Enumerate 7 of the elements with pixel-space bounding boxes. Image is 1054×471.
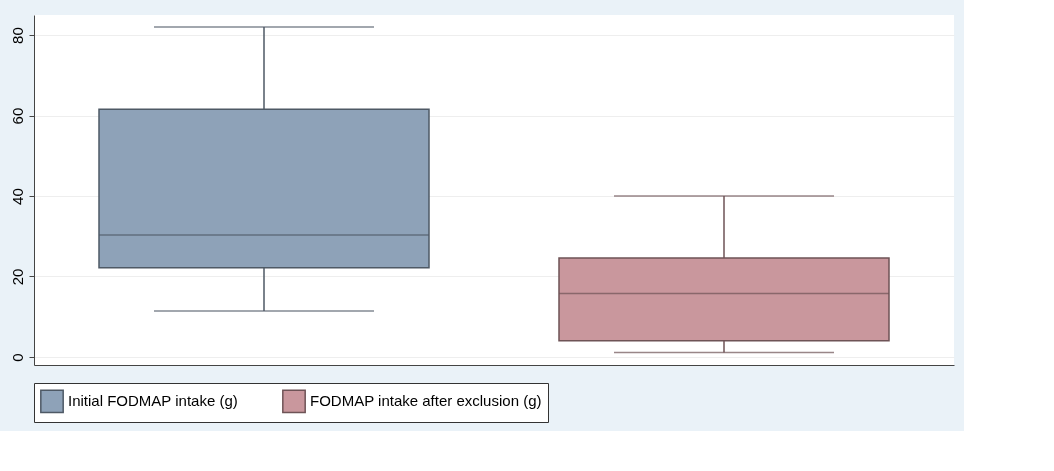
y-tick-label: 40 — [8, 188, 26, 205]
y-tick-label: 0 — [8, 353, 26, 362]
legend-label: Initial FODMAP intake (g) — [68, 392, 238, 410]
y-tick-label: 60 — [8, 107, 26, 125]
y-tick-label: 20 — [8, 268, 26, 286]
y-tick-label: 80 — [8, 27, 26, 44]
legend-label: FODMAP intake after exclusion (g) — [310, 392, 542, 410]
